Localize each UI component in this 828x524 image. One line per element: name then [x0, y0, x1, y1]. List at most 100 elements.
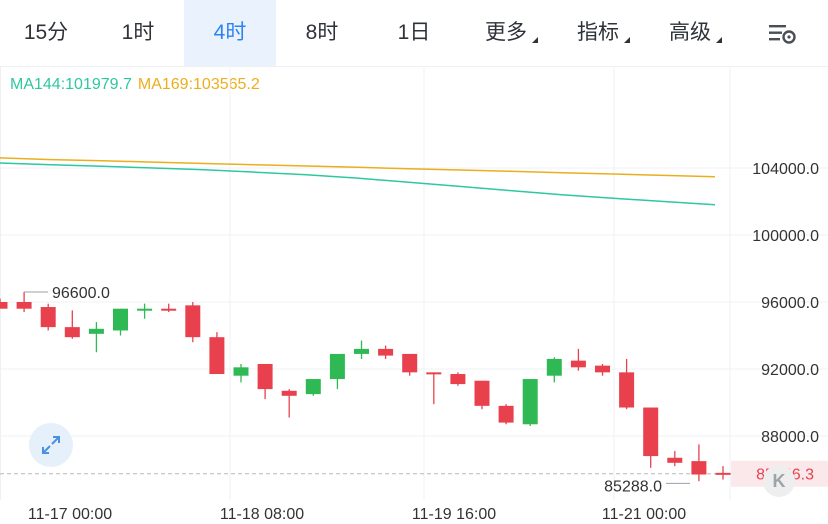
candle [619, 358, 635, 410]
candle [570, 348, 586, 371]
candle-body [570, 360, 586, 368]
expand-icon [42, 436, 60, 454]
k-logo-icon: K [763, 465, 795, 497]
tab-8[interactable]: 高级 [644, 0, 736, 66]
candle [643, 407, 659, 468]
candle [691, 444, 707, 482]
candle-body [64, 327, 80, 338]
candle [233, 363, 249, 383]
candle [522, 379, 538, 426]
x-tick-label: 11-21 00:00 [602, 506, 686, 523]
candle [715, 466, 731, 480]
candle-body [16, 302, 32, 309]
candle [450, 372, 466, 386]
candle-body [378, 348, 394, 356]
tab-label: 4时 [213, 21, 247, 44]
candle-body [426, 372, 442, 375]
dropdown-caret-icon [532, 37, 538, 43]
x-tick-label: 11-17 00:00 [28, 506, 112, 523]
candle [161, 303, 177, 313]
candle [137, 303, 153, 319]
tab-6[interactable]: 更多 [460, 0, 552, 66]
tab-5[interactable]: 1日 [368, 0, 460, 66]
tab-1[interactable]: 15分 [0, 0, 92, 66]
candle-body [0, 302, 8, 309]
candle-body [137, 308, 153, 311]
tab-label: 1时 [121, 21, 155, 44]
ma169-label: MA169:103565.2 [137, 76, 260, 93]
dropdown-caret-icon [716, 37, 722, 43]
tab-label: 高级 [669, 21, 711, 44]
candle [281, 389, 297, 418]
tab-7[interactable]: 指标 [552, 0, 644, 66]
y-tick-label: 100000.0 [752, 228, 819, 245]
candle [257, 363, 273, 400]
candle-body [691, 461, 707, 475]
tab-3[interactable]: 4时 [184, 0, 276, 66]
candle-body [305, 379, 321, 395]
ma144-label: MA144:101979.7 [10, 76, 132, 93]
ma-legend: MA144:101979.7 MA169:103565.2 [10, 76, 260, 94]
y-tick-label: 92000.0 [761, 362, 819, 379]
candle [474, 380, 490, 410]
candle [378, 345, 394, 359]
dropdown-caret-icon [624, 37, 630, 43]
candle [209, 332, 225, 375]
candle-body [474, 380, 490, 406]
candle [0, 298, 8, 309]
candle-body [450, 374, 466, 385]
candle-body [498, 405, 514, 423]
candle-body [257, 363, 273, 390]
candle-body [595, 365, 610, 373]
candle-body [185, 305, 201, 338]
x-tick-label: 11-19 16:00 [412, 506, 496, 523]
candle [40, 303, 56, 331]
x-tick-label: 11-18 08:00 [220, 506, 304, 523]
candle-body [329, 353, 345, 380]
y-tick-label: 104000.0 [752, 161, 819, 178]
candle [498, 404, 514, 425]
tab-label: 15分 [23, 21, 69, 44]
candle-body [113, 308, 128, 331]
candle [16, 291, 32, 313]
y-tick-label: 96000.0 [761, 295, 819, 312]
candle-body [354, 348, 369, 354]
tab-label: 1日 [397, 21, 431, 44]
timeframe-tab-bar: 15分 1时 4时 8时 1日 更多 指标 高级 [0, 0, 828, 67]
tab-4[interactable]: 8时 [276, 0, 368, 66]
candle-body [281, 390, 297, 396]
ma144-line [0, 162, 716, 206]
candle [305, 379, 321, 396]
candle-body [88, 328, 104, 334]
tab-label: 指标 [577, 21, 619, 44]
candle-body [667, 457, 683, 463]
candle [113, 308, 128, 336]
fullscreen-button[interactable] [29, 423, 73, 467]
candle [88, 322, 104, 353]
candle-body [619, 372, 635, 408]
candle [402, 353, 418, 376]
candle-body [209, 337, 225, 375]
candle [426, 372, 442, 405]
candle-body [643, 407, 659, 457]
candle-body [522, 379, 538, 425]
tab-label: 更多 [485, 21, 527, 44]
tab-2[interactable]: 1时 [92, 0, 184, 66]
chart-settings-button[interactable] [752, 0, 812, 66]
candle-body [161, 308, 177, 311]
ma169-line [0, 157, 716, 178]
candlestick-chart[interactable]: 104000.0 100000.0 96000.0 92000.0 88000.0 11-… [0, 66, 828, 524]
candle [667, 451, 683, 467]
candle-body [233, 367, 249, 376]
candle [185, 302, 201, 343]
candle-body [715, 472, 731, 475]
candle-body [40, 307, 56, 328]
chart-settings-icon [769, 25, 796, 44]
low-marker-label: 85288.0 [604, 478, 662, 495]
candle [329, 353, 345, 390]
candle [354, 340, 369, 359]
tab-label: 8时 [305, 21, 339, 44]
candle-body [402, 353, 418, 373]
candle [595, 363, 610, 376]
candle-body [546, 358, 562, 376]
